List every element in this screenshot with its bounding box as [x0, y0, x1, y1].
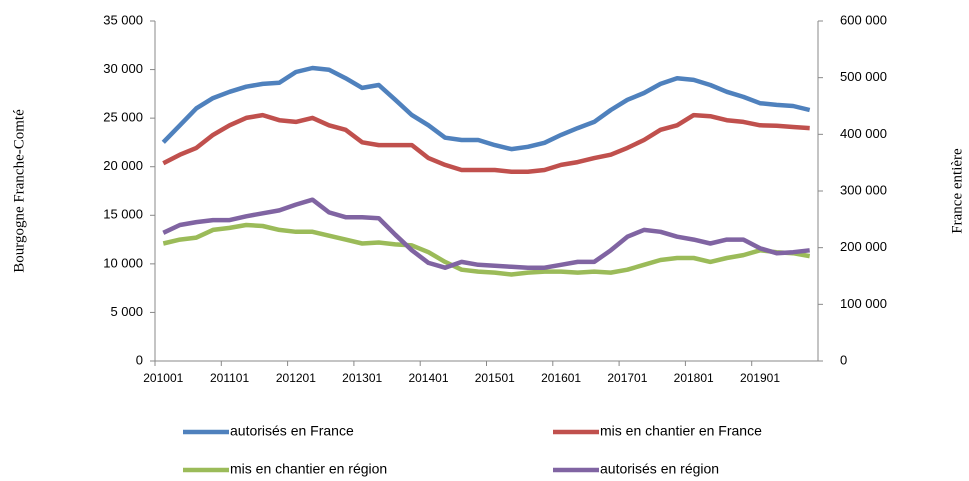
y2-axis-title: France entière	[949, 148, 965, 234]
y2-tick-label: 300 000	[840, 182, 887, 197]
legend-label: mis en chantier en région	[230, 461, 387, 477]
x-tick-label: 201701	[607, 371, 647, 385]
series-line	[162, 112, 810, 174]
x-tick-label: 201001	[143, 371, 183, 385]
y-tick-label: 15 000	[103, 207, 143, 222]
x-tick-label: 201301	[342, 371, 382, 385]
y-tick-label: 20 000	[103, 158, 143, 173]
x-tick-label: 201201	[276, 371, 316, 385]
y-tick-label: 30 000	[103, 61, 143, 76]
y2-tick-label: 600 000	[840, 12, 887, 27]
y-tick-label: 5 000	[110, 304, 143, 319]
x-tick-label: 201801	[674, 371, 714, 385]
series-line	[161, 65, 811, 152]
x-tick-label: 201101	[210, 371, 249, 385]
y-tick-label: 25 000	[103, 110, 143, 125]
series-line	[162, 222, 811, 277]
x-tick-label: 201601	[541, 371, 581, 385]
legend-label: mis en chantier en France	[600, 423, 762, 439]
y2-tick-label: 0	[840, 352, 847, 367]
x-tick-label: 201401	[408, 371, 448, 385]
y-axis-title: Bourgogne Franche-Comté	[11, 109, 27, 273]
y2-tick-label: 400 000	[840, 126, 887, 141]
series-line	[162, 197, 810, 270]
y2-tick-label: 100 000	[840, 296, 887, 311]
legend-label: autorisés en France	[230, 423, 354, 439]
y2-tick-label: 200 000	[840, 239, 887, 254]
legend-label: autorisés en région	[600, 461, 719, 477]
x-tick-label: 201501	[475, 371, 515, 385]
y2-tick-label: 500 000	[840, 69, 887, 84]
y-tick-label: 10 000	[103, 255, 143, 270]
y-tick-label: 35 000	[103, 12, 143, 27]
y-tick-label: 0	[136, 352, 143, 367]
x-tick-label: 201901	[740, 371, 780, 385]
